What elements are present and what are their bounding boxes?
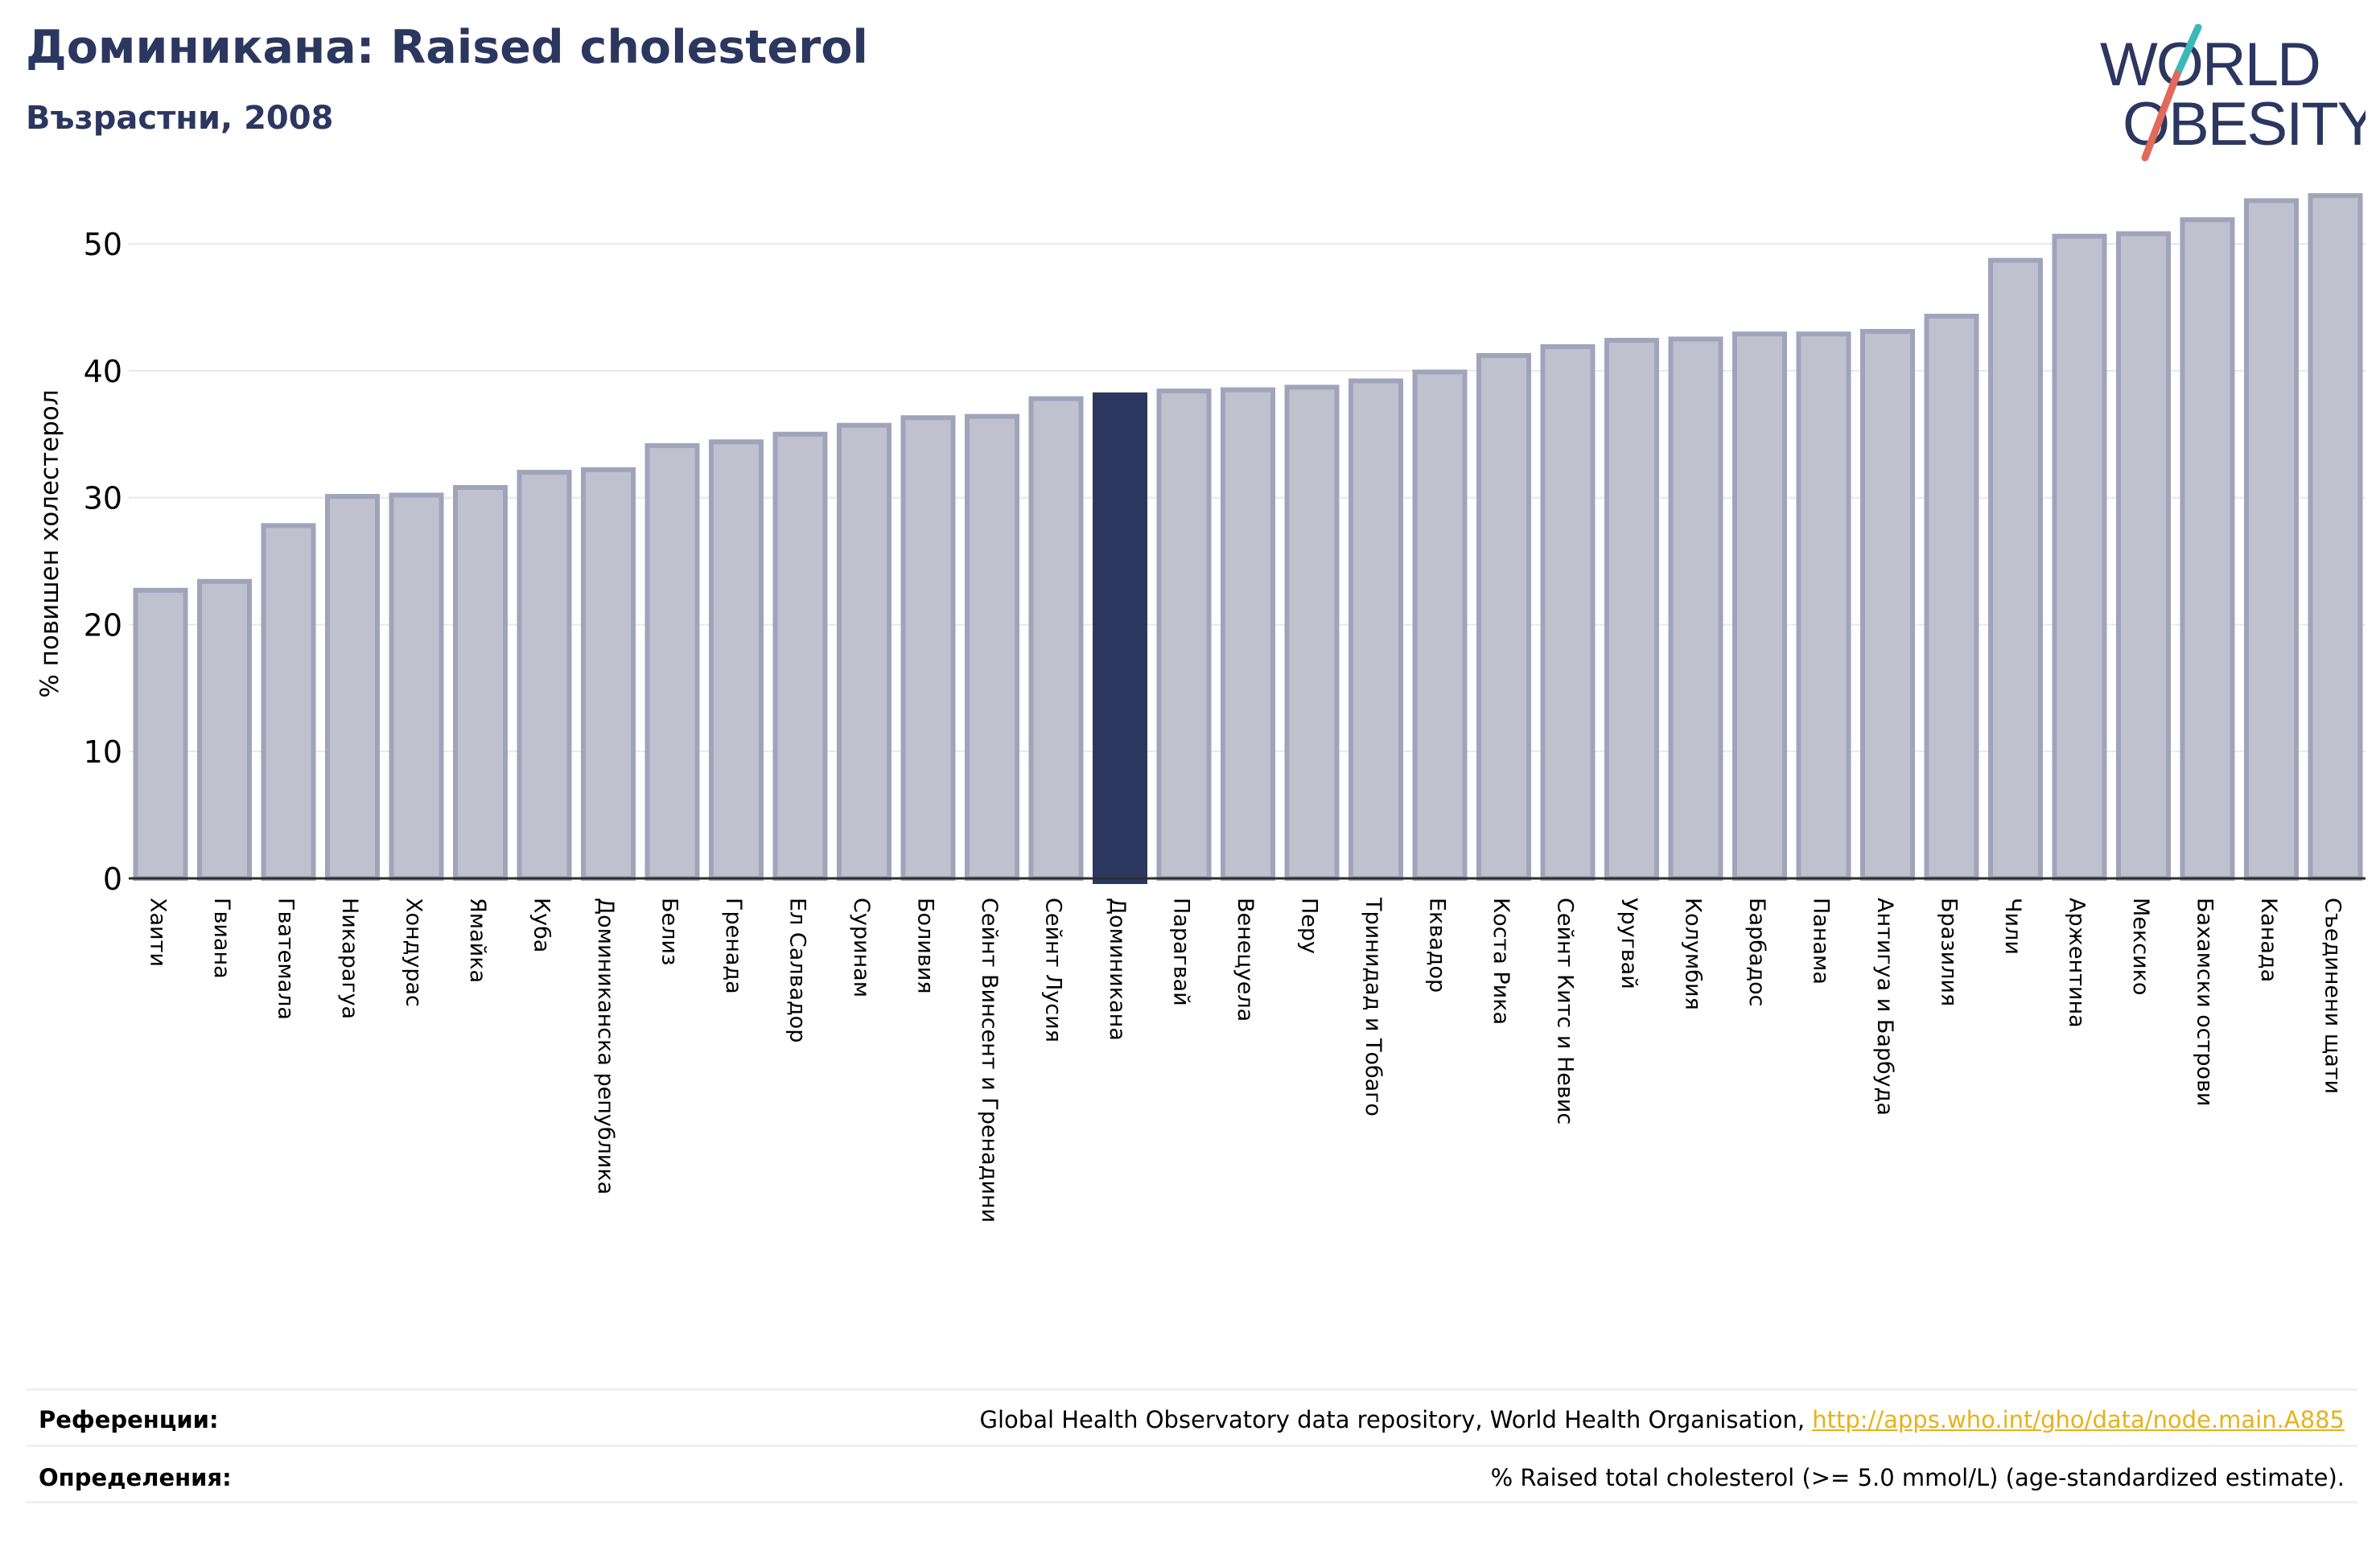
x-tick-label: Сейнт Китс и Невис (1553, 898, 1578, 1125)
bar-7 (517, 470, 572, 881)
x-tick-label: Бразилия (1937, 898, 1962, 1006)
bar-33 (2180, 217, 2235, 881)
references-text: Global Health Observatory data repositor… (979, 1406, 1813, 1433)
x-tick-label: Канада (2256, 898, 2281, 982)
x-tick-label: Белиз (657, 898, 682, 965)
y-axis-label: % повишен холестерол (35, 389, 64, 697)
bar-13 (900, 415, 956, 881)
bar-34 (2244, 198, 2299, 881)
x-tick-label: Перу (1297, 898, 1322, 954)
bar-5 (389, 492, 444, 881)
x-tick-label: Аржентина (2065, 898, 2090, 1028)
bar-14 (965, 413, 1019, 881)
bar-4 (325, 494, 380, 881)
bar-19 (1284, 384, 1340, 881)
x-tick-label: Хаити (146, 898, 171, 967)
definitions-label: Определения: (39, 1464, 232, 1491)
bar-26 (1732, 331, 1787, 881)
bar-18 (1221, 387, 1275, 881)
x-tick-label: Хондурас (401, 898, 426, 1007)
bar-32 (2116, 231, 2171, 881)
x-tick-label: Куба (529, 898, 554, 952)
bar-17 (1156, 389, 1212, 881)
bar-21 (1412, 369, 1468, 881)
bar-29 (1924, 314, 1979, 881)
references-label: Референции: (39, 1406, 219, 1433)
chart-subtitle: Възрастни, 2008 (26, 100, 334, 137)
x-tick-label: Парагвай (1169, 898, 1194, 1006)
y-tick-label: 10 (84, 734, 122, 770)
y-tick-label: 40 (84, 354, 122, 389)
bar-31 (2052, 233, 2107, 881)
x-tick-label: Коста Рика (1489, 898, 1513, 1025)
x-tick-label: Барбадос (1744, 898, 1769, 1006)
bar-28 (1860, 328, 1915, 881)
y-tick-label: 30 (84, 481, 122, 516)
x-tick-label: Сейнт Винсент и Гренадини (977, 898, 1002, 1223)
x-tick-label: Съединени щати (2320, 898, 2345, 1094)
y-tick-label: 20 (84, 607, 122, 643)
bar-10 (709, 439, 764, 881)
x-tick-label: Венецуела (1233, 898, 1258, 1022)
bar-27 (1796, 331, 1851, 881)
x-tick-label: Антигуа и Барбуда (1872, 898, 1897, 1116)
footer-divider-bottom (26, 1501, 2357, 1503)
bar-12 (837, 422, 891, 881)
y-tick-label: 50 (84, 227, 122, 262)
y-tick-label: 0 (103, 861, 122, 897)
bar-9 (644, 442, 700, 881)
x-tick-label: Ямайка (465, 898, 490, 983)
x-tick-label: Тринидад и Тобаго (1361, 897, 1386, 1116)
x-tick-label: Гватемала (274, 898, 299, 1020)
references-value: Global Health Observatory data repositor… (980, 1406, 2345, 1433)
y-tick-labels: 0 10 20 30 40 50 (84, 227, 122, 897)
x-tick-labels: Хаити Гвиана Гватемала Никарагуа Хондурас Яма… (146, 897, 2345, 1223)
x-tick-label: Чили (2000, 898, 2025, 955)
x-tick-label: Боливия (913, 898, 938, 994)
footer-divider-middle (26, 1445, 2357, 1447)
x-tick-label: Сейнт Лусия (1041, 898, 1066, 1042)
logo-slash-red (2141, 70, 2181, 162)
bar-chart: 0 10 20 30 40 50 Хаити Гвиана Гватемала Никарагу… (35, 193, 2366, 1223)
x-tick-label: Суринам (849, 898, 874, 997)
bar-20 (1349, 378, 1403, 881)
bar-25 (1668, 336, 1723, 881)
bar-1 (133, 587, 188, 881)
bar-24 (1604, 338, 1659, 881)
bar-3 (261, 523, 316, 882)
x-tick-label: Панама (1809, 898, 1834, 985)
x-tick-label: Ел Салвадор (785, 898, 810, 1042)
x-tick-label: Гренада (721, 898, 746, 994)
bar-23 (1540, 343, 1596, 881)
bars (133, 193, 2363, 885)
bar-16 (1093, 392, 1147, 885)
footer-divider-top (26, 1388, 2357, 1391)
bar-15 (1028, 396, 1084, 882)
bar-22 (1476, 352, 1531, 881)
x-tick-label: Никарагуа (337, 898, 362, 1019)
world-obesity-logo: WORLD OBESITY (2100, 24, 2366, 162)
logo-slash-teal (2173, 24, 2202, 78)
bar-30 (1988, 257, 2043, 882)
x-tick-label: Доминиканска република (593, 898, 618, 1195)
definitions-value: % Raised total cholesterol (>= 5.0 mmol/… (1490, 1464, 2345, 1491)
x-tick-label: Еквадор (1425, 898, 1450, 993)
x-tick-label: Доминикана (1105, 898, 1130, 1041)
bar-35 (2308, 193, 2363, 881)
logo-word-world: WORLD (2100, 31, 2320, 99)
chart-title: Доминикана: Raised cholesterol (26, 21, 868, 74)
x-tick-label: Мексико (2128, 898, 2153, 995)
bar-6 (453, 485, 508, 881)
x-tick-label: Колумбия (1681, 898, 1706, 1010)
x-tick-label: Гвиана (209, 898, 234, 979)
references-link[interactable]: http://apps.who.int/gho/data/node.main.A… (1812, 1406, 2345, 1433)
x-tick-label: Бахамски острови (2193, 898, 2217, 1106)
bar-11 (772, 431, 828, 881)
x-tick-label: Уругвай (1616, 898, 1641, 989)
bar-8 (581, 467, 636, 881)
bar-2 (197, 578, 252, 881)
